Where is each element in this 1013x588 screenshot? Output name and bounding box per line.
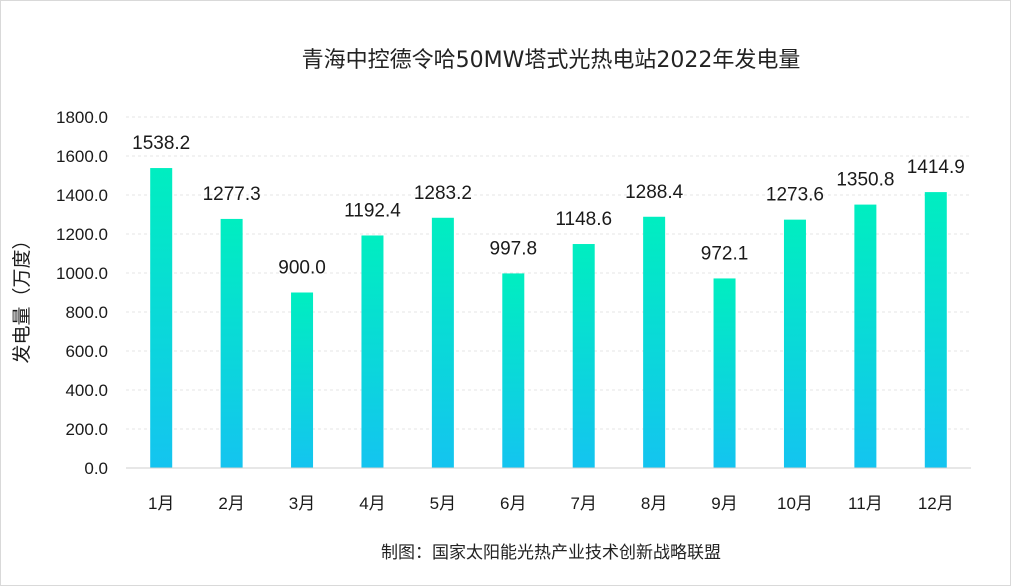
y-tick-label: 1400.0	[56, 186, 108, 205]
x-tick-label: 1月	[148, 494, 174, 513]
bar-9	[713, 278, 736, 468]
bar-8	[643, 216, 666, 468]
y-tick-label: 200.0	[65, 420, 108, 439]
grid-lines	[126, 116, 971, 430]
data-label: 1283.2	[414, 183, 472, 204]
y-tick-label: 800.0	[65, 303, 108, 322]
x-tick-label: 10月	[777, 494, 813, 513]
y-tick-label: 400.0	[65, 381, 108, 400]
data-label: 997.8	[490, 238, 538, 259]
y-tick-label: 0.0	[84, 459, 108, 478]
data-label: 1192.4	[344, 200, 401, 221]
source-note: 制图：国家太阳能光热产业技术创新战略联盟	[381, 543, 721, 563]
data-label: 1288.4	[625, 182, 684, 203]
bar-7	[572, 244, 595, 468]
data-label: 1414.9	[907, 157, 965, 178]
x-tick-label: 6月	[500, 494, 526, 513]
x-tick-label: 5月	[430, 494, 456, 513]
bar-4	[361, 235, 384, 468]
data-label: 1148.6	[555, 209, 612, 230]
data-label: 972.1	[701, 243, 749, 264]
bar-6	[502, 273, 525, 468]
x-tick-label: 4月	[359, 494, 385, 513]
x-tick-label: 2月	[218, 494, 244, 513]
bar-3	[291, 292, 314, 468]
data-label: 1538.2	[132, 133, 190, 154]
bar-12	[924, 192, 947, 469]
y-tick-label: 600.0	[65, 342, 108, 361]
bar-1	[150, 168, 173, 468]
x-tick-labels: 1月 2月 3月 4月 5月 6月 7月 8月 9月 10月 11月 12月	[148, 494, 954, 513]
x-tick-label: 8月	[641, 494, 667, 513]
bar-2	[220, 218, 243, 468]
y-tick-labels: 0.0 200.0 400.0 600.0 800.0 1000.0 1200.0 1400.…	[56, 108, 108, 478]
y-tick-label: 1200.0	[56, 225, 108, 244]
data-label: 1273.6	[766, 185, 824, 206]
y-tick-label: 1800.0	[56, 108, 108, 127]
bar-5	[431, 217, 454, 468]
data-label: 1350.8	[836, 170, 894, 191]
data-label: 1277.3	[203, 184, 261, 205]
y-tick-label: 1600.0	[56, 147, 108, 166]
y-axis-label: 发电量（万度）	[11, 230, 33, 363]
data-label: 900.0	[278, 258, 326, 279]
bar-11	[854, 204, 877, 468]
x-tick-label: 9月	[711, 494, 737, 513]
bar-10	[783, 219, 806, 468]
x-tick-label: 11月	[848, 494, 883, 513]
x-tick-label: 7月	[570, 494, 596, 513]
bars	[150, 168, 947, 469]
x-tick-label: 3月	[289, 494, 315, 513]
data-labels: 1538.2 1277.3 900.0 1192.4 1283.2 997.8 1148.6…	[132, 133, 965, 278]
y-tick-label: 1000.0	[56, 264, 108, 283]
chart-title: 青海中控德令哈50MW塔式光热电站2022年发电量	[302, 48, 801, 73]
x-tick-label: 12月	[918, 494, 954, 513]
